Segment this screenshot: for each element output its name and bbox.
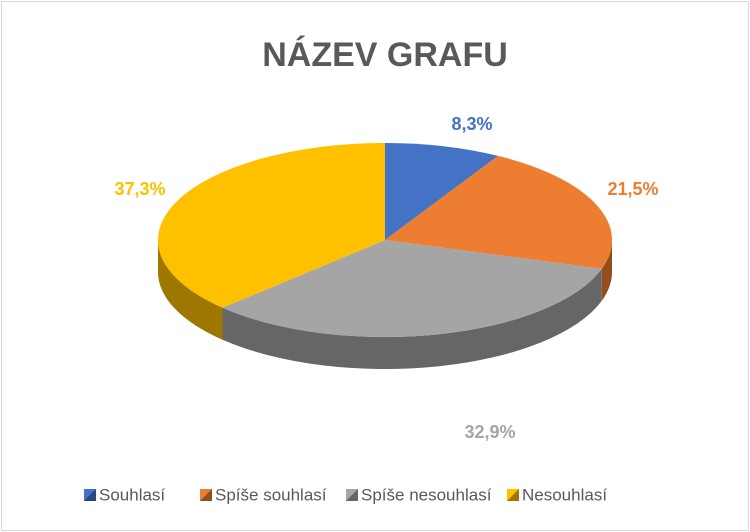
- legend-swatch-shade: [200, 489, 212, 501]
- data-label: 8,3%: [451, 114, 492, 134]
- legend-label: Spíše souhlasí: [215, 485, 327, 504]
- legend-label: Souhlasí: [99, 485, 165, 504]
- pie-slice: [385, 143, 499, 240]
- pie-slice-side: [601, 240, 612, 301]
- pie-slice: [158, 143, 385, 308]
- legend-swatch-shade: [346, 489, 358, 501]
- pie-sides: [158, 240, 612, 369]
- legend-swatch-shade: [507, 489, 519, 501]
- pie-slice-side: [158, 240, 223, 340]
- pie-top: [158, 143, 612, 337]
- data-label: 32,9%: [464, 422, 515, 442]
- pie-slice: [222, 240, 602, 337]
- data-label: 37,3%: [114, 179, 165, 199]
- legend-label: Spíše nesouhlasí: [361, 485, 492, 504]
- data-label: 21,5%: [607, 179, 658, 199]
- legend-label: Nesouhlasí: [522, 485, 607, 504]
- legend-swatch-shade: [84, 489, 96, 501]
- pie-slice: [385, 155, 612, 269]
- pie-slice-side: [222, 268, 602, 369]
- chart-title: NÁZEV GRAFU: [262, 36, 508, 74]
